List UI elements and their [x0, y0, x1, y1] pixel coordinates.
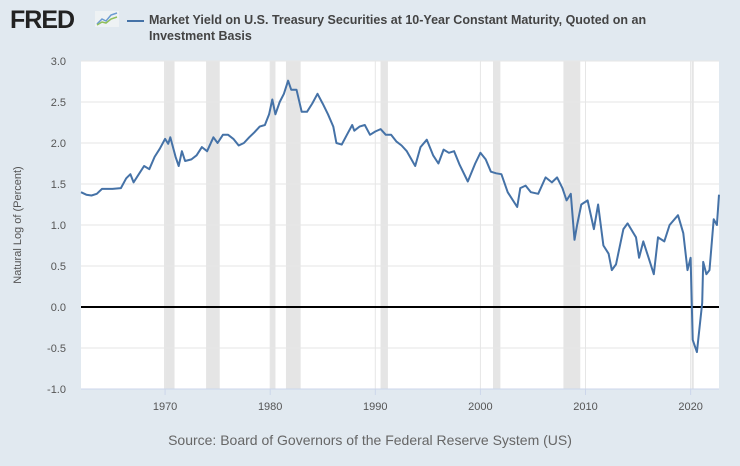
- x-tick-label: 2020: [678, 401, 702, 413]
- chart-title: Market Yield on U.S. Treasury Securities…: [149, 13, 647, 43]
- y-tick-label: 3.0: [51, 56, 66, 68]
- y-tick-label: -0.5: [47, 343, 66, 355]
- x-tick-label: 2000: [468, 401, 492, 413]
- legend-swatch: [127, 20, 144, 22]
- y-tick-label: 2.0: [51, 138, 66, 150]
- y-tick-label: -1.0: [47, 384, 66, 396]
- x-tick-label: 2010: [573, 401, 597, 413]
- fred-chart-logo-icon: [95, 11, 119, 27]
- x-tick-label: 1990: [363, 401, 387, 413]
- y-tick-label: 1.0: [51, 220, 66, 232]
- fred-logo[interactable]: FRED: [10, 6, 75, 34]
- y-tick-label: 0.5: [51, 261, 66, 273]
- y-tick-label: 2.5: [51, 97, 66, 109]
- source-note: Source: Board of Governors of the Federa…: [168, 432, 572, 448]
- x-tick-label: 1970: [153, 401, 177, 413]
- y-tick-label: 1.5: [51, 179, 66, 191]
- x-tick-label: 1980: [258, 401, 282, 413]
- series-line: [80, 79, 720, 354]
- y-tick-label: 0.0: [51, 302, 66, 314]
